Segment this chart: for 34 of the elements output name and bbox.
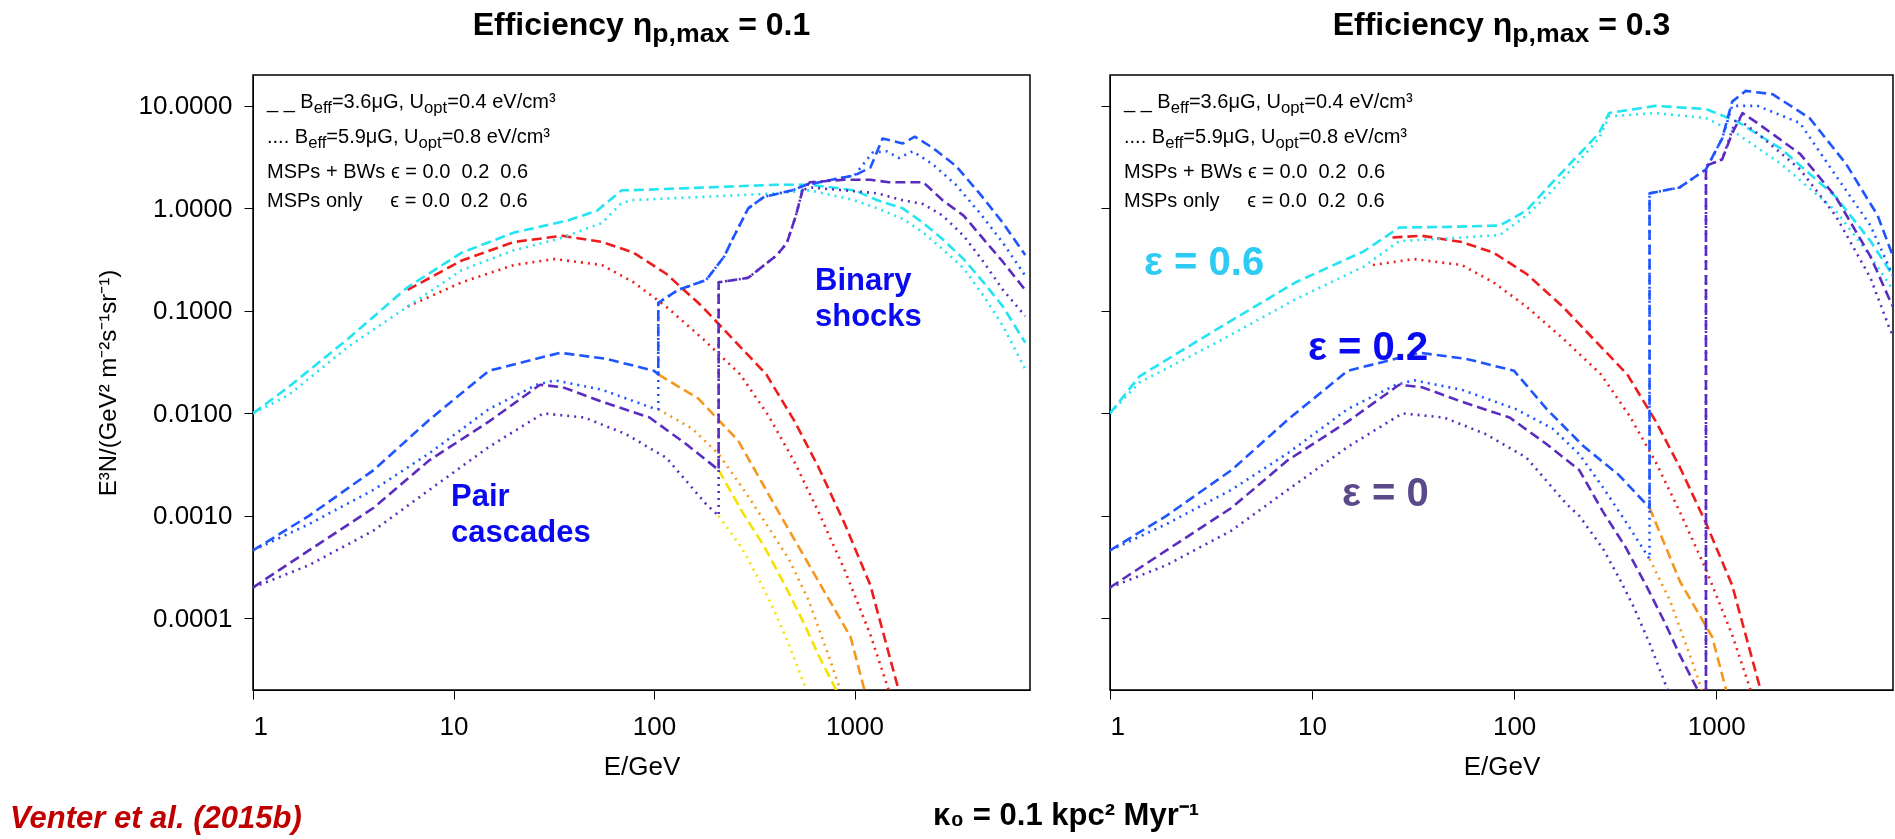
annotation: MSPs + BWs ϵ = 0.0 0.2 0.6 <box>1124 160 1386 182</box>
y-tick-label: 0.0010 <box>152 500 233 531</box>
annotation: ε = 0.6 <box>1144 238 1266 284</box>
y-tick-label: 0.1000 <box>152 295 233 326</box>
annotation: MSPs only ϵ = 0.0 0.2 0.6 <box>1124 189 1385 211</box>
x-tick-label: 100 <box>632 710 677 741</box>
x-tick-label: 10 <box>1298 710 1328 741</box>
text: Venter et al. (2015b) <box>10 800 302 836</box>
annotation: MSPs + BWs ϵ = 0.0 0.2 0.6 <box>267 160 529 182</box>
chart-title: Efficiency η$_{p,max}$ = 0.1 <box>471 6 812 50</box>
y-axis-title: E³N/(GeV² m⁻²s⁻¹sr⁻¹) <box>93 269 121 497</box>
chart-title: Efficiency η$_{p,max}$ = 0.3 <box>1331 6 1672 50</box>
annotation: Binary shocks <box>815 262 923 334</box>
annotation: ε = 0.2 <box>1308 323 1430 369</box>
annotation: _ _ B$_{eff}$=3.6μG, U$_{opt}$=0.4 eV/cm³ <box>1124 90 1413 117</box>
y-tick-label: 10.0000 <box>138 90 233 121</box>
y-tick-label: 1.0000 <box>152 192 233 223</box>
annotation: _ _ B$_{eff}$=3.6μG, U$_{opt}$=0.4 eV/cm³ <box>267 90 556 117</box>
annotation: .... B$_{eff}$=5.9μG, U$_{opt}$=0.8 eV/cm³ <box>1124 125 1408 152</box>
y-tick-label: 0.0100 <box>152 397 233 428</box>
x-tick-label: 1 <box>1110 710 1125 741</box>
x-tick-label: 1000 <box>826 710 884 741</box>
annotation: ε = 0 <box>1342 469 1430 515</box>
x-axis-title: E/GeV <box>1463 750 1541 781</box>
annotation: Pair cascades <box>451 478 592 550</box>
text: κ₀ = 0.1 kpc² Myr⁻¹ <box>931 796 1201 834</box>
x-tick-label: 1000 <box>1687 710 1746 741</box>
x-tick-label: 1 <box>253 710 268 741</box>
x-axis-title: E/GeV <box>603 750 681 781</box>
x-tick-label: 10 <box>439 710 469 741</box>
y-tick-label: 0.0001 <box>152 602 233 633</box>
x-tick-label: 100 <box>1492 710 1537 741</box>
annotation: MSPs only ϵ = 0.0 0.2 0.6 <box>267 189 528 211</box>
annotation: .... B$_{eff}$=5.9μG, U$_{opt}$=0.8 eV/cm³ <box>267 125 551 152</box>
